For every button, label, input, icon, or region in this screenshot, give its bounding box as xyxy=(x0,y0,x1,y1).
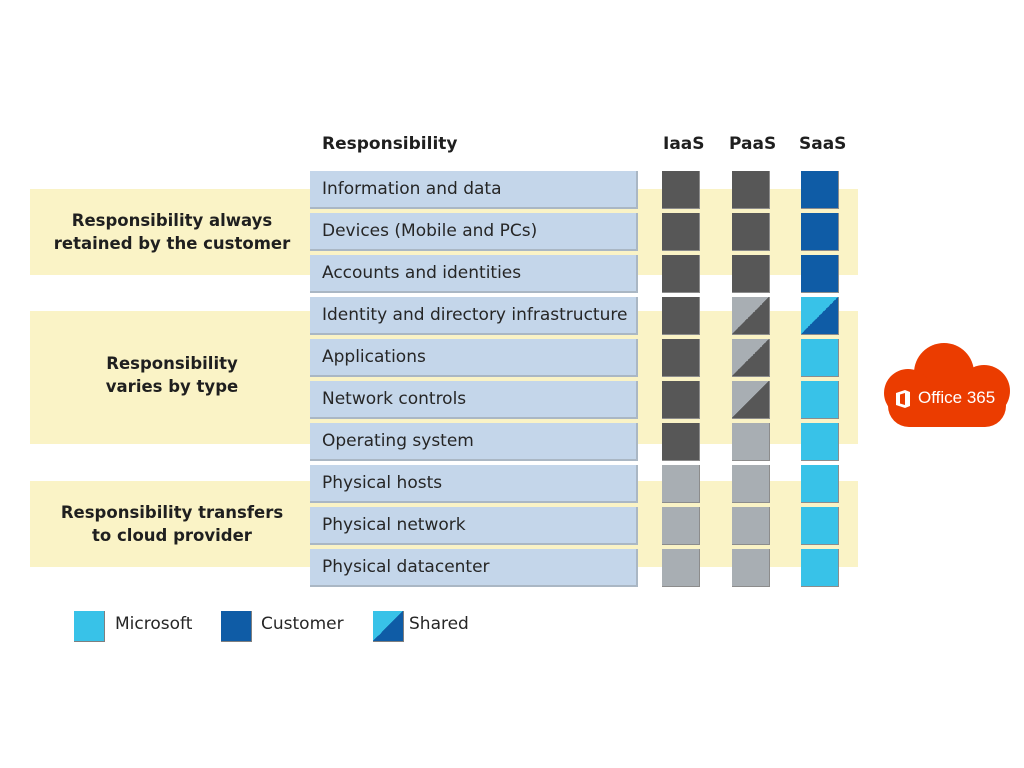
row-applications: Applications xyxy=(310,339,638,377)
group-label-line: Responsibility always xyxy=(71,211,273,230)
cell-iaas-customer-onprem xyxy=(662,381,700,419)
cell-iaas-customer-onprem xyxy=(662,339,700,377)
row-information-and-data: Information and data xyxy=(310,171,638,209)
cell-paas-provider-gray xyxy=(732,465,770,503)
cell-saas-microsoft xyxy=(801,423,839,461)
legend-customer-swatch xyxy=(221,611,252,642)
cell-paas-shared-gray xyxy=(732,381,770,419)
header-paas: PaaS xyxy=(729,134,777,154)
cell-saas-customer xyxy=(801,255,839,293)
group-label-provider: Responsibility transfers to cloud provid… xyxy=(40,481,304,567)
cell-paas-provider-gray xyxy=(732,549,770,587)
group-label-line: retained by the customer xyxy=(53,234,291,253)
group-label-line: varies by type xyxy=(105,377,239,396)
cell-saas-microsoft xyxy=(801,465,839,503)
row-network-controls: Network controls xyxy=(310,381,638,419)
legend-microsoft-label: Microsoft xyxy=(115,614,193,634)
cell-saas-shared xyxy=(801,297,839,335)
legend-microsoft-swatch xyxy=(74,611,105,642)
cell-paas-customer-onprem xyxy=(732,255,770,293)
cell-iaas-customer-onprem xyxy=(662,213,700,251)
cell-saas-customer xyxy=(801,171,839,209)
cell-paas-provider-gray xyxy=(732,507,770,545)
cell-iaas-provider-gray xyxy=(662,465,700,503)
cell-paas-provider-gray xyxy=(732,423,770,461)
group-label-line: Responsibility xyxy=(106,354,238,373)
cell-saas-microsoft xyxy=(801,549,839,587)
row-identity-directory-infrastructure: Identity and directory infrastructure xyxy=(310,297,638,335)
row-devices: Devices (Mobile and PCs) xyxy=(310,213,638,251)
cell-saas-microsoft xyxy=(801,507,839,545)
legend-shared-swatch xyxy=(373,611,404,642)
office-365-label: Office 365 xyxy=(918,388,996,407)
office-icon xyxy=(896,390,910,408)
row-physical-network: Physical network xyxy=(310,507,638,545)
row-physical-datacenter: Physical datacenter xyxy=(310,549,638,587)
row-accounts-and-identities: Accounts and identities xyxy=(310,255,638,293)
group-label-customer: Responsibility always retained by the cu… xyxy=(40,189,304,275)
group-label-line: to cloud provider xyxy=(92,526,252,545)
cell-saas-customer xyxy=(801,213,839,251)
group-label-varies: Responsibility varies by type xyxy=(40,330,304,420)
header-iaas: IaaS xyxy=(663,134,705,154)
cell-paas-shared-gray xyxy=(732,297,770,335)
cell-paas-shared-gray xyxy=(732,339,770,377)
legend-shared-label: Shared xyxy=(409,614,469,634)
cell-iaas-customer-onprem xyxy=(662,171,700,209)
header-responsibility: Responsibility xyxy=(322,134,458,154)
cell-iaas-customer-onprem xyxy=(662,423,700,461)
cell-paas-customer-onprem xyxy=(732,213,770,251)
cell-iaas-provider-gray xyxy=(662,507,700,545)
row-physical-hosts: Physical hosts xyxy=(310,465,638,503)
cell-paas-customer-onprem xyxy=(732,171,770,209)
header-saas: SaaS xyxy=(799,134,847,154)
cell-iaas-provider-gray xyxy=(662,549,700,587)
cell-iaas-customer-onprem xyxy=(662,255,700,293)
cell-saas-microsoft xyxy=(801,381,839,419)
group-label-line: Responsibility transfers xyxy=(60,503,284,522)
cloud-icon xyxy=(884,343,1010,427)
row-operating-system: Operating system xyxy=(310,423,638,461)
cell-iaas-customer-onprem xyxy=(662,297,700,335)
cell-saas-microsoft xyxy=(801,339,839,377)
legend-customer-label: Customer xyxy=(261,614,344,634)
